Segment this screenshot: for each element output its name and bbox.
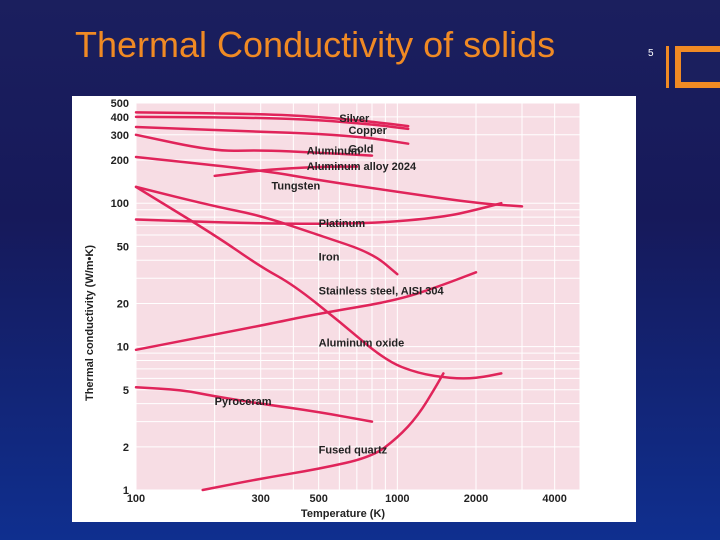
slide-number: 5 [648, 48, 654, 59]
series-line-tungsten [134, 155, 524, 208]
y-tick-label: 200 [111, 155, 129, 167]
series-label-platinum: Platinum [319, 218, 366, 230]
x-tick-label: 2000 [464, 493, 488, 505]
y-tick-label: 500 [111, 98, 129, 110]
grid-lines [135, 102, 581, 491]
series-line-aluminum-oxide [134, 185, 503, 380]
series-line-aluminum-alloy-2024 [213, 165, 359, 178]
series-label-tungsten: Tungsten [272, 180, 321, 192]
series-lines [134, 111, 524, 492]
y-axis-title: Thermal conductivity (W/m•K) [84, 245, 96, 401]
series-label-stainless-steel-aisi-304: Stainless steel, AISI 304 [319, 286, 445, 298]
y-tick-label: 300 [111, 130, 129, 142]
series-line-platinum [134, 201, 503, 225]
x-axis-title: Temperature (K) [301, 508, 385, 520]
y-tick-label: 50 [117, 241, 129, 253]
y-tick-label: 2 [123, 442, 129, 454]
series-label-iron: Iron [319, 251, 340, 263]
series-line-fused-quartz [201, 372, 445, 492]
series-line-pyroceram [134, 386, 374, 423]
x-tick-label: 1000 [385, 493, 409, 505]
x-tick-labels: 100 300 500 1000 2000 4000 [127, 493, 567, 505]
chart-panel: Silver Copper Gold Aluminum Aluminum alloy 2… [72, 96, 636, 522]
slide-title: Thermal Conductivity of solids [75, 24, 556, 65]
series-label-aluminum: Aluminum [307, 146, 361, 158]
x-tick-label: 300 [252, 493, 270, 505]
accent-bracket [675, 46, 720, 88]
series-line-gold [134, 125, 410, 145]
series-label-aluminum-oxide: Aluminum oxide [319, 338, 405, 350]
y-tick-label: 100 [111, 198, 129, 210]
series-label-fused-quartz: Fused quartz [319, 444, 388, 456]
y-tick-label: 20 [117, 298, 129, 310]
accent-bar [666, 46, 669, 88]
series-line-copper [134, 115, 410, 131]
series-line-iron [134, 185, 399, 276]
series-label-gold: Gold [348, 144, 373, 156]
x-tick-label: 500 [309, 493, 327, 505]
y-tick-label: 5 [123, 385, 129, 397]
y-tick-label: 400 [111, 112, 129, 124]
series-line-stainless-steel-aisi-304 [134, 271, 478, 352]
series-label-pyroceram: Pyroceram [215, 396, 272, 408]
series-label-aluminum-alloy-2024: Aluminum alloy 2024 [307, 161, 417, 173]
x-tick-label: 4000 [542, 493, 566, 505]
series-line-aluminum [134, 133, 374, 157]
series-label-copper: Copper [348, 125, 387, 137]
y-tick-label: 1 [123, 485, 129, 497]
plot-area [136, 103, 580, 490]
y-tick-labels: 1 2 5 10 20 50 100 200 300 400 500 [111, 98, 129, 497]
series-line-silver [134, 111, 410, 128]
y-tick-label: 10 [117, 342, 129, 354]
series-label-silver: Silver [339, 113, 370, 125]
x-tick-label: 100 [127, 493, 145, 505]
